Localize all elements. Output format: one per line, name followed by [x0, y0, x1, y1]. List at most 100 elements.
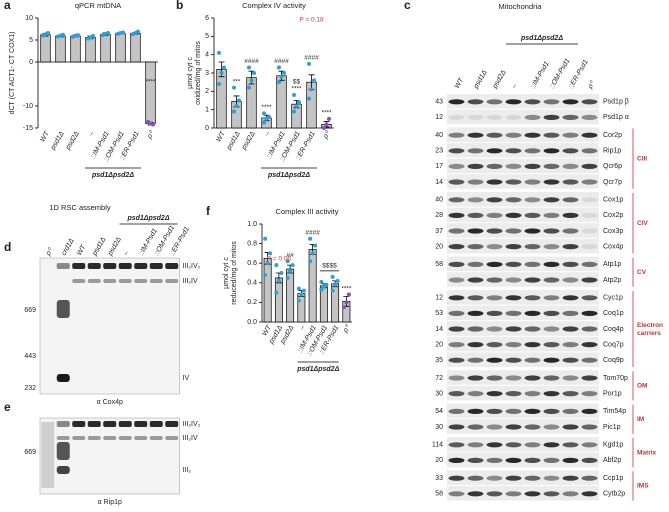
significance: **** [145, 79, 156, 86]
band [562, 408, 579, 414]
band [543, 326, 560, 332]
band [72, 279, 86, 283]
band [165, 263, 179, 269]
section-label: IM [637, 416, 644, 423]
y-axis-label: oxidized/mg of mitos [195, 41, 202, 105]
band [524, 475, 541, 481]
bar [263, 257, 272, 323]
y-tick-label: 0 [205, 125, 209, 132]
blot-strip [447, 238, 599, 254]
band [543, 114, 560, 120]
blot-membrane [39, 257, 180, 395]
data-point [301, 288, 306, 293]
data-point [307, 61, 311, 66]
band [149, 436, 163, 440]
y-axis-label: dCT (CT ACT1- CT COX1) [9, 32, 16, 115]
band [467, 295, 484, 301]
band [524, 326, 541, 332]
band [505, 326, 522, 332]
band [543, 408, 560, 414]
band [72, 436, 86, 440]
complex-label: III₂IV₂ [183, 421, 201, 428]
mw-marker: 43 [435, 99, 443, 106]
protein-label: Tom70p [603, 375, 628, 382]
band [524, 132, 541, 138]
complex-label: III₂IV [183, 278, 198, 285]
band [467, 391, 484, 397]
lane-label: psd1Δ [472, 69, 489, 91]
band [467, 442, 484, 448]
blot-strip [447, 486, 599, 501]
x-tick-label: psd2Δ [240, 130, 257, 152]
band [524, 179, 541, 185]
band [486, 408, 503, 414]
significance: #### [244, 58, 259, 65]
band [581, 261, 598, 267]
y-tick-label: 0 [29, 59, 33, 66]
x-tick-label: ρ⁰ [145, 129, 156, 141]
band [524, 491, 541, 497]
band [562, 424, 579, 430]
band [505, 277, 522, 283]
band [486, 197, 503, 203]
blot-strip [447, 385, 599, 401]
band [581, 114, 598, 120]
band [87, 436, 101, 440]
band [448, 99, 465, 105]
band [448, 114, 465, 120]
band [118, 436, 132, 440]
data-point [309, 87, 314, 92]
band [467, 163, 484, 169]
band [562, 475, 579, 481]
band [467, 326, 484, 332]
band [524, 148, 541, 154]
mw-marker: 12 [435, 114, 443, 121]
band [467, 475, 484, 481]
band [448, 457, 465, 463]
mw-marker: 20 [435, 243, 443, 250]
band [56, 300, 70, 318]
band [581, 375, 598, 381]
data-point [299, 292, 304, 297]
group-label: psd1Δpsd2Δ [296, 366, 339, 373]
bar [246, 77, 257, 129]
band [505, 424, 522, 430]
band [149, 263, 163, 269]
band [543, 491, 560, 497]
band [118, 421, 132, 427]
band [103, 436, 117, 440]
band [118, 279, 132, 283]
error-bar [308, 74, 315, 90]
band [505, 261, 522, 267]
band [448, 244, 465, 250]
lane-label: – [510, 83, 519, 91]
band [505, 132, 522, 138]
band [543, 277, 560, 283]
band [505, 342, 522, 348]
mw-marker: 23 [435, 148, 443, 155]
band [543, 442, 560, 448]
band [562, 261, 579, 267]
error-bar [298, 290, 305, 297]
significance: **** [321, 110, 332, 117]
y-tick-label: 6 [205, 15, 209, 22]
chart-title: qPCR mtDNA [75, 1, 121, 10]
error-bar [287, 264, 294, 274]
band [467, 277, 484, 283]
x-tick-label: WT [215, 130, 227, 144]
band [467, 357, 484, 363]
mw-marker: 669 [24, 449, 36, 456]
band [486, 163, 503, 169]
mw-marker: 72 [435, 375, 443, 382]
band [467, 148, 484, 154]
data-point [294, 104, 299, 108]
blot-strip [447, 336, 599, 352]
y-axis-label: μmol cyt c [187, 57, 194, 89]
band [448, 442, 465, 448]
protein-label: Cox2p [603, 212, 623, 219]
band [448, 179, 465, 185]
mw-marker: 17 [435, 163, 443, 170]
group-label: psd1Δpsd2Δ [91, 172, 134, 179]
blot-strip [447, 321, 599, 336]
